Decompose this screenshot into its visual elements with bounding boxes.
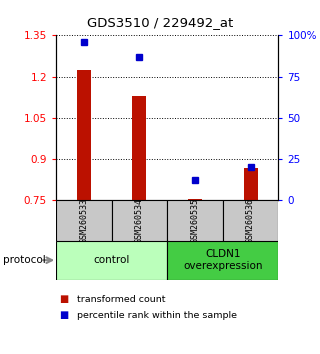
Bar xyxy=(56,200,112,241)
Text: percentile rank within the sample: percentile rank within the sample xyxy=(77,310,237,320)
Bar xyxy=(167,241,278,280)
Text: GDS3510 / 229492_at: GDS3510 / 229492_at xyxy=(87,16,233,29)
Text: control: control xyxy=(93,255,130,265)
Text: GSM260534: GSM260534 xyxy=(135,198,144,243)
Bar xyxy=(77,70,91,200)
Text: protocol: protocol xyxy=(3,255,46,265)
Text: ■: ■ xyxy=(59,294,68,304)
Bar xyxy=(223,200,278,241)
Bar xyxy=(112,200,167,241)
Bar xyxy=(244,169,258,200)
Bar xyxy=(56,241,167,280)
Text: GSM260536: GSM260536 xyxy=(246,198,255,243)
Text: CLDN1
overexpression: CLDN1 overexpression xyxy=(183,249,262,271)
Bar xyxy=(188,199,202,200)
Text: GSM260533: GSM260533 xyxy=(79,198,88,243)
Bar xyxy=(132,96,146,200)
Text: ■: ■ xyxy=(59,310,68,320)
Text: GSM260535: GSM260535 xyxy=(190,198,199,243)
Bar xyxy=(167,200,223,241)
Text: transformed count: transformed count xyxy=(77,295,165,304)
